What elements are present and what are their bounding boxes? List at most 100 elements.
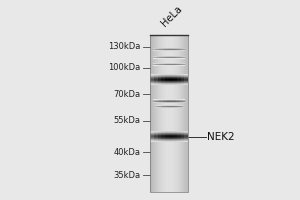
Bar bbox=[174, 35, 175, 192]
Bar bbox=[184, 35, 185, 192]
Bar bbox=[154, 74, 158, 75]
Bar bbox=[181, 76, 184, 77]
Bar bbox=[154, 82, 158, 83]
Bar bbox=[158, 141, 161, 142]
Bar bbox=[173, 74, 177, 75]
Bar bbox=[184, 135, 188, 136]
Bar bbox=[165, 74, 169, 75]
Bar bbox=[169, 84, 173, 85]
Bar bbox=[177, 132, 181, 133]
Bar bbox=[169, 75, 173, 76]
Bar bbox=[150, 138, 154, 139]
Bar bbox=[169, 77, 173, 78]
Bar bbox=[169, 83, 173, 84]
Bar bbox=[177, 141, 181, 142]
Bar bbox=[181, 77, 184, 78]
Bar bbox=[150, 131, 154, 132]
Bar bbox=[165, 137, 169, 138]
Bar bbox=[165, 141, 169, 142]
Bar bbox=[181, 132, 184, 133]
Bar bbox=[177, 133, 181, 134]
Bar bbox=[169, 74, 173, 75]
Bar bbox=[162, 35, 163, 192]
Bar bbox=[169, 134, 173, 135]
Bar bbox=[181, 82, 184, 83]
Bar bbox=[181, 78, 184, 79]
Bar bbox=[179, 35, 180, 192]
Bar bbox=[161, 135, 165, 136]
Bar bbox=[184, 136, 188, 137]
Bar bbox=[154, 83, 158, 84]
Bar bbox=[158, 138, 161, 139]
Bar bbox=[173, 135, 177, 136]
Bar bbox=[183, 35, 184, 192]
Bar bbox=[169, 80, 173, 81]
Bar bbox=[154, 77, 158, 78]
Bar bbox=[184, 141, 188, 142]
Bar bbox=[150, 141, 154, 142]
Bar bbox=[158, 77, 161, 78]
Bar bbox=[150, 76, 154, 77]
Bar bbox=[169, 81, 173, 82]
Bar bbox=[166, 35, 167, 192]
Bar bbox=[173, 35, 174, 192]
Bar bbox=[181, 138, 184, 139]
Bar bbox=[177, 138, 181, 139]
Bar bbox=[154, 79, 158, 80]
Bar bbox=[157, 35, 158, 192]
Bar bbox=[173, 137, 177, 138]
Bar bbox=[154, 35, 155, 192]
Bar bbox=[150, 132, 154, 133]
Bar bbox=[173, 83, 177, 84]
Bar bbox=[184, 78, 188, 79]
Bar bbox=[177, 79, 181, 80]
Bar bbox=[161, 131, 165, 132]
Bar bbox=[165, 79, 169, 80]
Bar bbox=[185, 35, 186, 192]
Bar bbox=[184, 75, 188, 76]
Bar bbox=[177, 136, 181, 137]
Bar bbox=[158, 135, 161, 136]
Bar bbox=[165, 133, 169, 134]
Bar bbox=[169, 132, 173, 133]
Bar bbox=[169, 131, 173, 132]
Bar bbox=[169, 138, 173, 139]
Bar bbox=[184, 138, 188, 139]
Bar bbox=[150, 140, 154, 141]
Bar bbox=[184, 84, 188, 85]
Bar bbox=[150, 137, 154, 138]
Bar bbox=[173, 84, 177, 85]
Bar bbox=[161, 81, 165, 82]
Bar bbox=[181, 79, 184, 80]
Bar bbox=[161, 83, 165, 84]
Bar bbox=[154, 133, 158, 134]
Bar bbox=[177, 135, 181, 136]
Bar bbox=[173, 76, 177, 77]
Bar bbox=[165, 35, 166, 192]
Bar bbox=[173, 80, 177, 81]
Bar bbox=[181, 80, 184, 81]
Bar bbox=[177, 82, 181, 83]
Bar bbox=[167, 35, 168, 192]
Bar bbox=[181, 81, 184, 82]
Bar bbox=[184, 134, 188, 135]
Bar bbox=[186, 35, 187, 192]
Bar bbox=[184, 140, 188, 141]
Bar bbox=[170, 35, 171, 192]
Bar bbox=[165, 80, 169, 81]
Bar bbox=[173, 132, 177, 133]
Bar bbox=[169, 35, 170, 192]
Bar bbox=[154, 131, 158, 132]
Bar bbox=[158, 137, 161, 138]
Bar bbox=[177, 77, 181, 78]
Bar bbox=[169, 141, 173, 142]
Bar bbox=[154, 80, 158, 81]
Bar bbox=[165, 82, 169, 83]
Bar bbox=[163, 35, 164, 192]
Bar bbox=[176, 35, 177, 192]
Bar bbox=[165, 139, 169, 140]
Bar bbox=[181, 133, 184, 134]
Bar bbox=[154, 81, 158, 82]
Bar bbox=[150, 84, 154, 85]
Bar bbox=[159, 35, 160, 192]
